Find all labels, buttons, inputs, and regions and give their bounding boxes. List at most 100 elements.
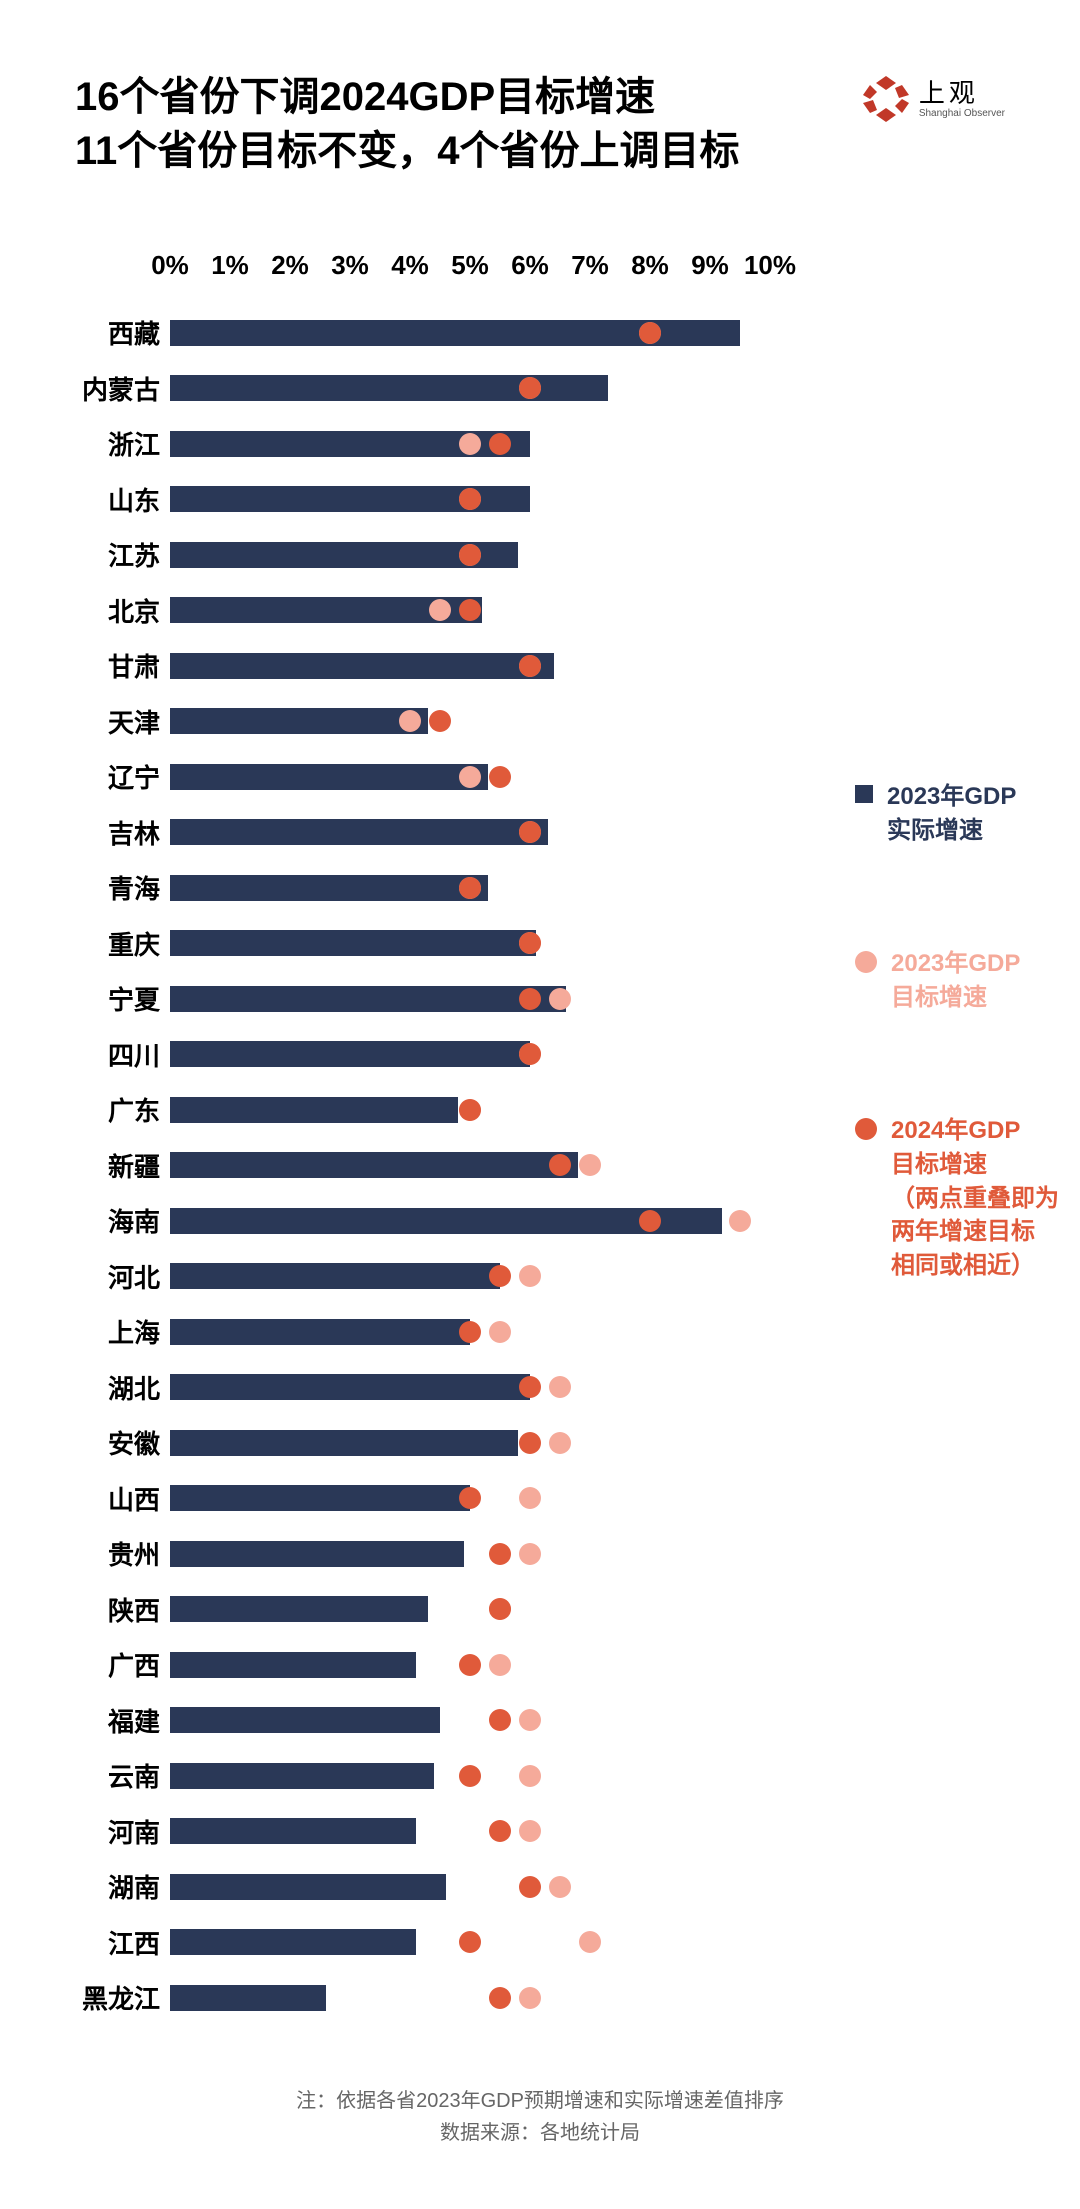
axis-tick: 5% — [451, 250, 489, 281]
table-row: 宁夏 — [75, 971, 775, 1027]
dot-target-2023 — [459, 433, 481, 455]
bar-track — [170, 860, 770, 916]
table-row: 北京 — [75, 583, 775, 639]
dot-target-2024 — [489, 1265, 511, 1287]
dot-target-2024 — [429, 710, 451, 732]
bar-actual-2023 — [170, 875, 488, 901]
province-label: 安徽 — [75, 1424, 170, 1461]
bar-actual-2023 — [170, 764, 488, 790]
province-label: 天津 — [75, 703, 170, 740]
bar-actual-2023 — [170, 1985, 326, 2011]
dot-target-2024 — [489, 1987, 511, 2009]
dot-target-2024 — [459, 488, 481, 510]
table-row: 广东 — [75, 1082, 775, 1138]
dot-target-2024 — [519, 932, 541, 954]
bar-actual-2023 — [170, 375, 608, 401]
legend-2024: 2024年GDP目标增速（两点重叠即为两年增速目标相同或相近） — [855, 1114, 1075, 1282]
province-label: 湖南 — [75, 1868, 170, 1905]
footer-source: 数据来源：各地统计局 — [0, 2117, 1080, 2149]
table-row: 福建 — [75, 1693, 775, 1749]
table-row: 广西 — [75, 1637, 775, 1693]
bar-actual-2023 — [170, 1929, 416, 1955]
bar-track — [170, 361, 770, 417]
dot-target-2024 — [519, 377, 541, 399]
bar-track — [170, 1138, 770, 1194]
province-label: 山西 — [75, 1480, 170, 1517]
bar-track — [170, 1970, 770, 2026]
axis-tick: 0% — [151, 250, 189, 281]
dot-target-2023 — [519, 1709, 541, 1731]
footer-note: 注：依据各省2023年GDP预期增速和实际增速差值排序 — [0, 2085, 1080, 2117]
province-label: 云南 — [75, 1757, 170, 1794]
dot-target-2023 — [549, 1376, 571, 1398]
province-label: 浙江 — [75, 425, 170, 462]
table-row: 贵州 — [75, 1526, 775, 1582]
dot-target-2024 — [459, 1099, 481, 1121]
bar-track — [170, 1027, 770, 1083]
bar-track — [170, 749, 770, 805]
legend-2023: 2023年GDP目标增速 — [855, 947, 1075, 1014]
province-label: 陕西 — [75, 1591, 170, 1628]
table-row: 湖南 — [75, 1859, 775, 1915]
table-row: 山西 — [75, 1471, 775, 1527]
dot-target-2024 — [459, 877, 481, 899]
table-row: 江西 — [75, 1915, 775, 1971]
axis-tick: 10% — [744, 250, 796, 281]
table-row: 内蒙古 — [75, 361, 775, 417]
dot-target-2024 — [519, 1376, 541, 1398]
dot-target-2023 — [519, 1765, 541, 1787]
dot-target-2023 — [579, 1931, 601, 1953]
legend-bar: 2023年GDP实际增速 — [855, 780, 1075, 847]
province-label: 宁夏 — [75, 980, 170, 1017]
province-label: 福建 — [75, 1702, 170, 1739]
logo-cn: 上观 — [919, 79, 1005, 108]
dot-target-2024 — [489, 1709, 511, 1731]
bar-track — [170, 694, 770, 750]
province-label: 新疆 — [75, 1147, 170, 1184]
dot-target-2023 — [519, 1820, 541, 1842]
table-row: 云南 — [75, 1748, 775, 1804]
province-label: 江苏 — [75, 536, 170, 573]
bar-actual-2023 — [170, 1485, 470, 1511]
province-label: 吉林 — [75, 814, 170, 851]
axis-tick: 2% — [271, 250, 309, 281]
axis-tick: 1% — [211, 250, 249, 281]
bar-actual-2023 — [170, 1707, 440, 1733]
bar-track — [170, 583, 770, 639]
dot-target-2023 — [519, 1987, 541, 2009]
dot-target-2023 — [729, 1210, 751, 1232]
dot-target-2024 — [519, 821, 541, 843]
bar-actual-2023 — [170, 1652, 416, 1678]
bar-actual-2023 — [170, 1763, 434, 1789]
page-title: 16个省份下调2024GDP目标增速 11个省份目标不变，4个省份上调目标 — [75, 70, 740, 178]
legend-2024-swatch — [855, 1118, 877, 1140]
bar-track — [170, 1471, 770, 1527]
table-row: 新疆 — [75, 1138, 775, 1194]
province-label: 四川 — [75, 1036, 170, 1073]
bar-actual-2023 — [170, 1541, 464, 1567]
bar-actual-2023 — [170, 1041, 530, 1067]
province-label: 西藏 — [75, 314, 170, 351]
bar-track — [170, 1915, 770, 1971]
dot-target-2023 — [519, 1543, 541, 1565]
province-label: 广东 — [75, 1091, 170, 1128]
table-row: 辽宁 — [75, 749, 775, 805]
bar-actual-2023 — [170, 1596, 428, 1622]
table-row: 吉林 — [75, 805, 775, 861]
table-row: 上海 — [75, 1304, 775, 1360]
bar-track — [170, 1415, 770, 1471]
dot-target-2023 — [459, 766, 481, 788]
dot-target-2024 — [639, 1210, 661, 1232]
axis-tick: 6% — [511, 250, 549, 281]
province-label: 河北 — [75, 1258, 170, 1295]
bar-track — [170, 416, 770, 472]
x-axis: 0%1%2%3%4%5%6%7%8%9%10% — [170, 250, 770, 290]
legend: 2023年GDP实际增速 2023年GDP目标增速 2024年GDP目标增速（两… — [855, 780, 1075, 1382]
table-row: 甘肃 — [75, 638, 775, 694]
logo-en: Shanghai Observer — [919, 108, 1005, 119]
axis-tick: 8% — [631, 250, 669, 281]
province-label: 甘肃 — [75, 647, 170, 684]
logo: 上观 Shanghai Observer — [861, 74, 1005, 124]
dot-target-2024 — [519, 1432, 541, 1454]
dot-target-2024 — [519, 655, 541, 677]
